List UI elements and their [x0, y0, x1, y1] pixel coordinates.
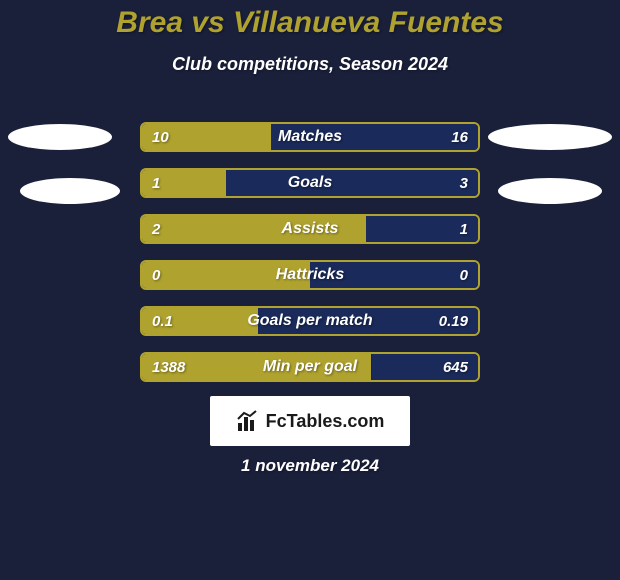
stat-label: Goals — [142, 170, 478, 196]
stat-label: Hattricks — [142, 262, 478, 288]
stat-value-right: 1 — [460, 216, 468, 242]
stat-row: Goals1 3 — [140, 168, 480, 198]
logo-text: FcTables.com — [266, 411, 385, 432]
stat-value-left: 1388 — [152, 354, 185, 380]
stat-row: Goals per match0.1 0.19 — [140, 306, 480, 336]
stat-value-right: 3 — [460, 170, 468, 196]
stat-value-left: 10 — [152, 124, 169, 150]
stat-value-right: 645 — [443, 354, 468, 380]
stat-value-right: 0.19 — [439, 308, 468, 334]
stat-value-left: 0.1 — [152, 308, 173, 334]
stat-value-left: 1 — [152, 170, 160, 196]
stat-value-right: 16 — [451, 124, 468, 150]
player-left-shape-1 — [8, 124, 112, 150]
stat-label: Goals per match — [142, 308, 478, 334]
stat-value-left: 0 — [152, 262, 160, 288]
logo-text-bold: Fc — [266, 411, 287, 431]
stats-panel: Matches1016Goals13Assists21Hattricks00Go… — [140, 122, 480, 398]
stat-label: Min per goal — [142, 354, 478, 380]
stat-label: Assists — [142, 216, 478, 242]
stat-row: Hattricks0 0 — [140, 260, 480, 290]
page-subtitle: Club competitions, Season 2024 — [0, 54, 620, 75]
stat-label: Matches — [142, 124, 478, 150]
comparison-infographic: Brea vs Villanueva Fuentes Club competit… — [0, 0, 620, 580]
player-right-shape-1 — [488, 124, 612, 150]
player-right-shape-2 — [498, 178, 602, 204]
bar-chart-icon — [236, 409, 260, 433]
logo-text-rest: Tables.com — [287, 411, 385, 431]
page-title: Brea vs Villanueva Fuentes — [0, 0, 620, 40]
infographic-date: 1 november 2024 — [0, 456, 620, 476]
player-left-shape-2 — [20, 178, 120, 204]
fctables-logo: FcTables.com — [210, 396, 410, 446]
stat-value-right: 0 — [460, 262, 468, 288]
stat-row: Min per goal1388 645 — [140, 352, 480, 382]
stat-value-left: 2 — [152, 216, 160, 242]
stat-row: Matches10 16 — [140, 122, 480, 152]
stat-row: Assists2 1 — [140, 214, 480, 244]
